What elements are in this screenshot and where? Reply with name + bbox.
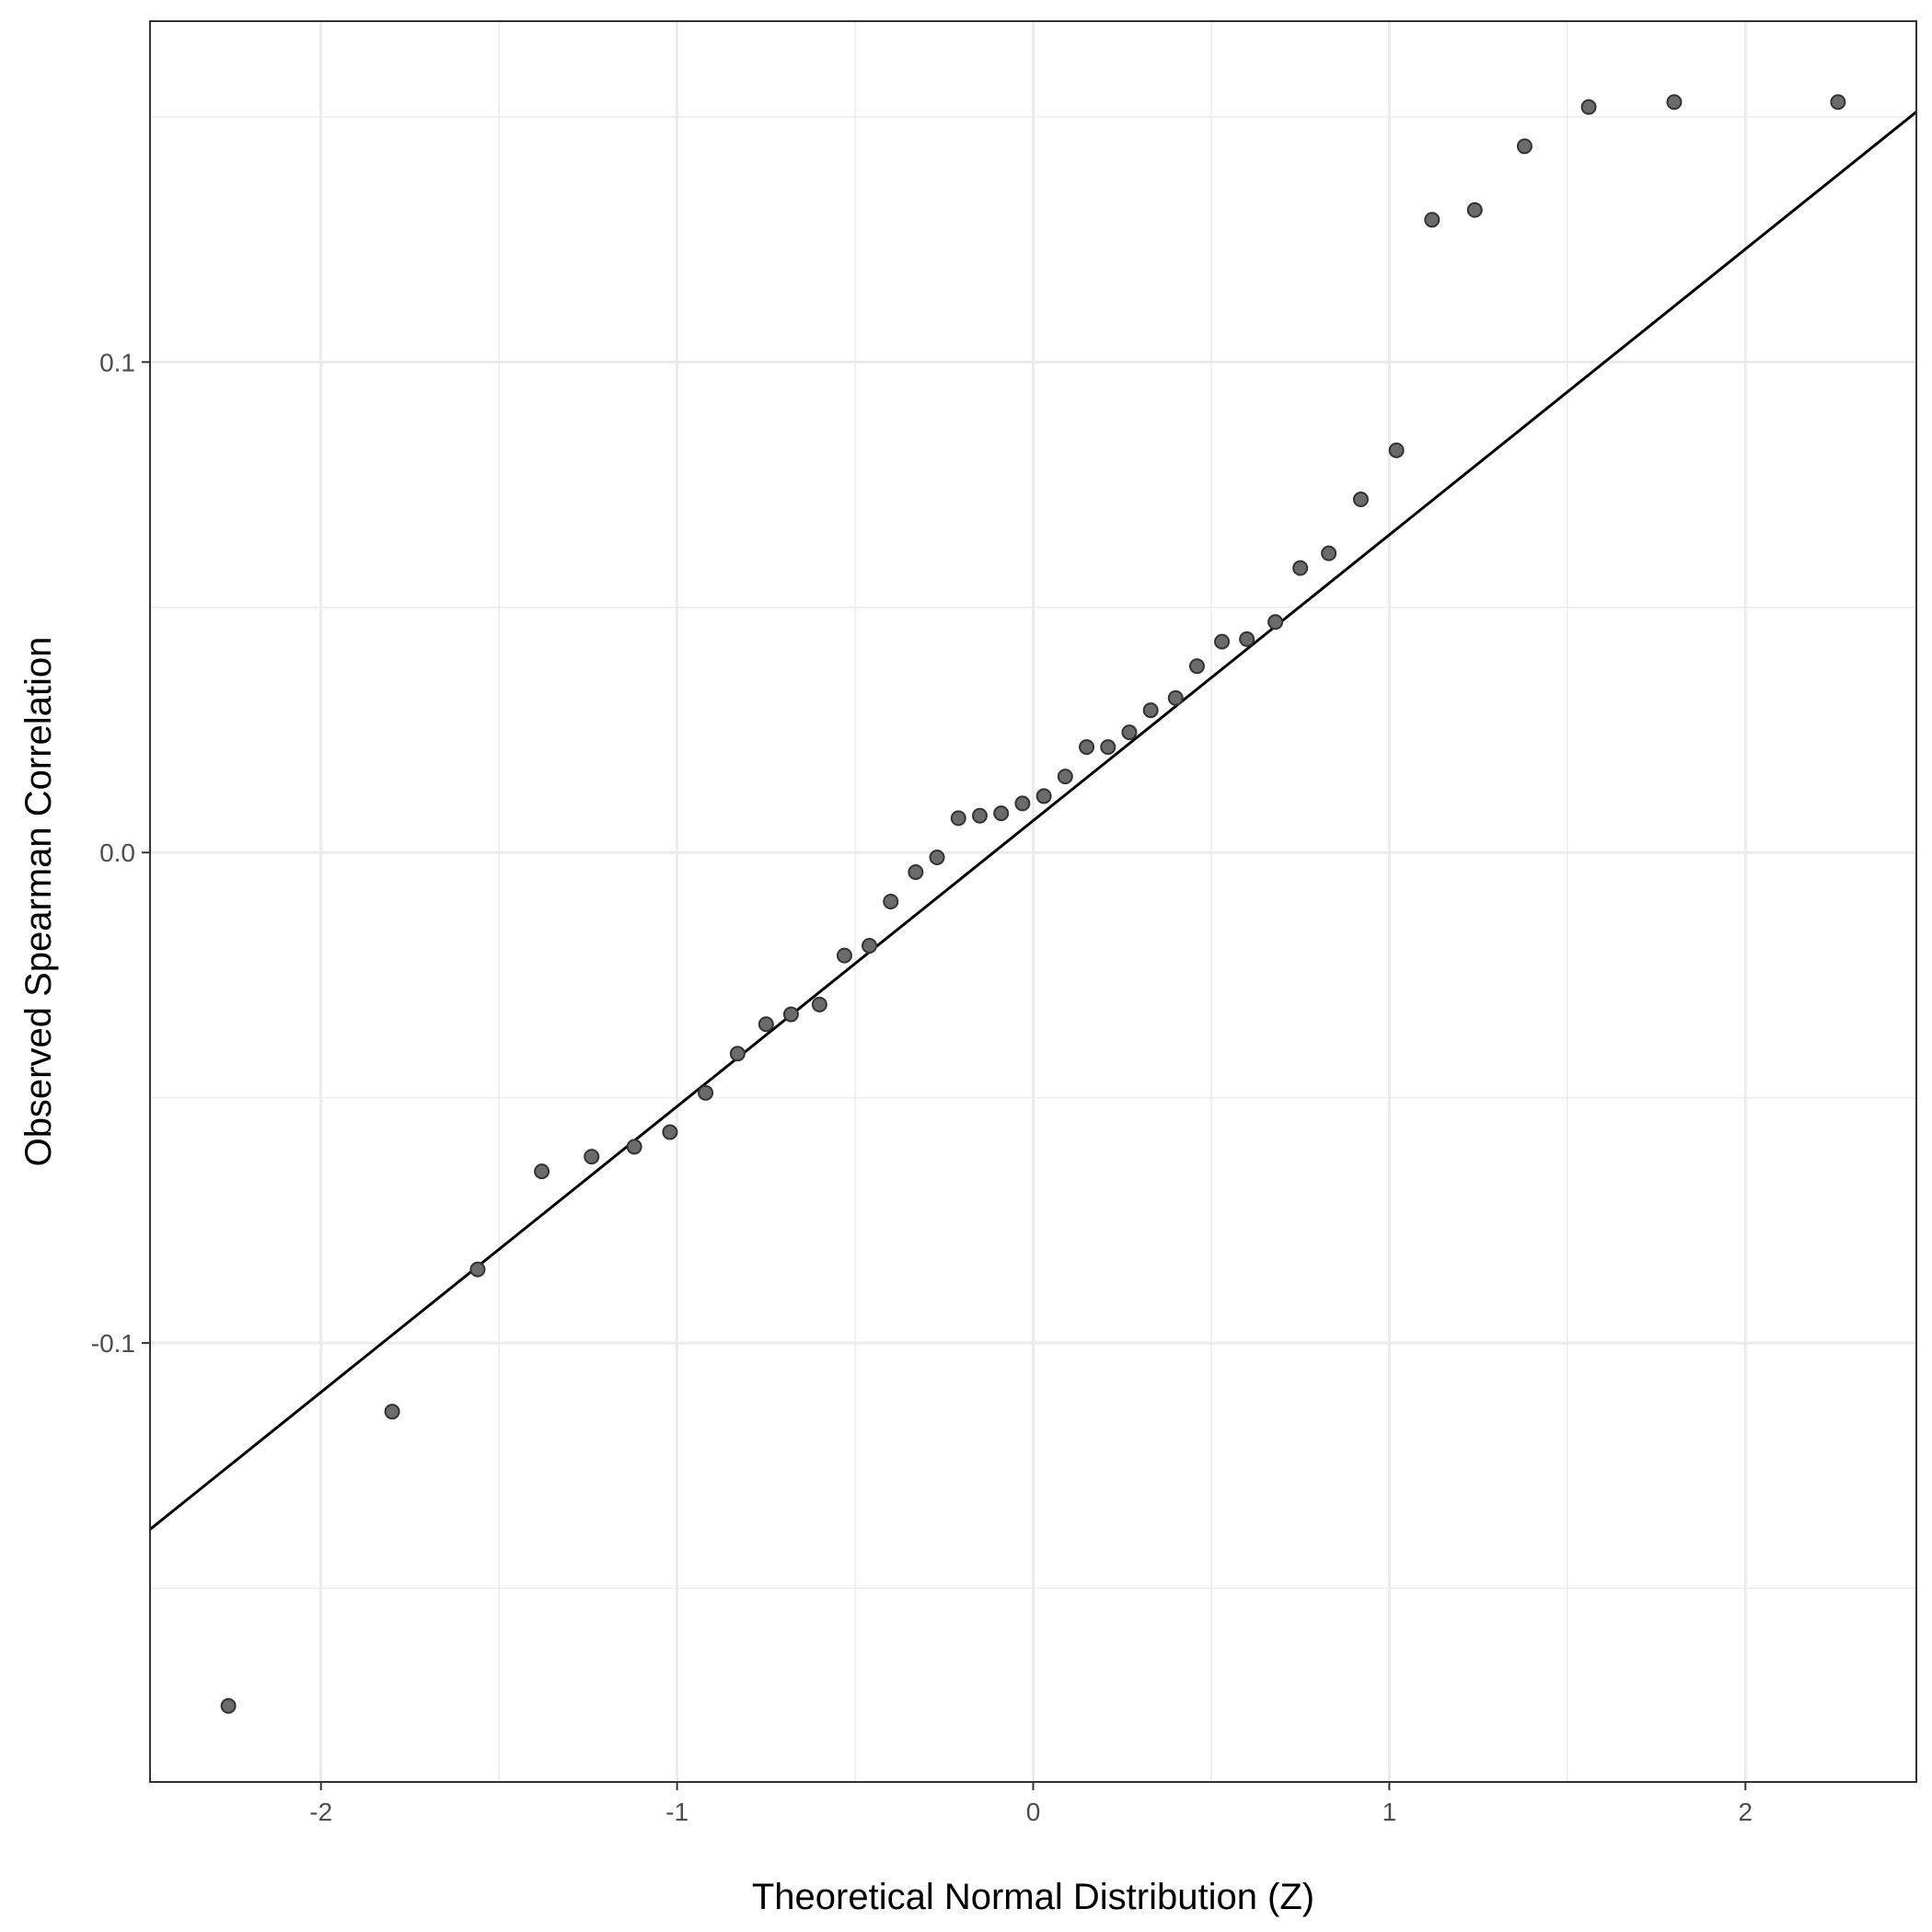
- data-point: [1214, 633, 1231, 650]
- data-point: [1388, 442, 1405, 458]
- y-tick-label: 0.0: [99, 839, 135, 867]
- x-tick-label: -2: [309, 1798, 332, 1826]
- data-point: [862, 937, 878, 954]
- data-point: [1100, 739, 1116, 756]
- data-point: [1424, 212, 1440, 228]
- data-points: [220, 94, 1846, 1714]
- data-point: [1580, 98, 1597, 115]
- x-axis-ticks: -2 -1 0 1 2: [309, 1782, 1753, 1826]
- y-axis-title: Observed Spearman Correlation: [18, 637, 59, 1167]
- data-point: [626, 1139, 642, 1155]
- data-point: [662, 1124, 678, 1140]
- data-point: [1352, 492, 1369, 508]
- data-point: [1830, 94, 1846, 110]
- data-point: [1188, 658, 1205, 675]
- data-point: [782, 1006, 799, 1023]
- data-point: [1014, 795, 1031, 812]
- data-point: [534, 1163, 550, 1180]
- data-point: [1321, 545, 1337, 561]
- data-point: [836, 947, 852, 964]
- data-point: [1035, 788, 1052, 804]
- data-point: [1057, 769, 1073, 785]
- data-point: [883, 894, 899, 909]
- y-tick-label: -0.1: [91, 1329, 135, 1358]
- y-axis-ticks: -0.1 0.0 0.1: [91, 348, 150, 1358]
- data-point: [1466, 202, 1483, 218]
- data-point: [1079, 739, 1095, 756]
- data-point: [698, 1084, 714, 1101]
- data-point: [993, 805, 1010, 822]
- x-tick-label: 2: [1739, 1798, 1753, 1826]
- x-tick-label: 0: [1026, 1798, 1041, 1826]
- data-point: [1267, 614, 1284, 631]
- y-tick-label: 0.1: [99, 348, 135, 376]
- data-point: [1142, 702, 1159, 719]
- x-tick-label: -1: [665, 1798, 688, 1826]
- x-tick-label: 1: [1382, 1798, 1397, 1826]
- data-point: [929, 850, 945, 866]
- data-point: [971, 807, 988, 824]
- data-point: [584, 1149, 600, 1165]
- data-point: [1666, 94, 1683, 110]
- data-point: [811, 996, 827, 1012]
- data-point: [220, 1697, 237, 1714]
- data-point: [758, 1016, 774, 1033]
- x-axis-title: Theoretical Normal Distribution (Z): [752, 1877, 1314, 1917]
- data-point: [729, 1046, 746, 1062]
- data-point: [1167, 689, 1184, 706]
- data-point: [469, 1261, 486, 1278]
- data-point: [1516, 138, 1533, 155]
- reference-line: [149, 110, 1917, 1531]
- data-point: [1292, 560, 1309, 576]
- data-point: [1239, 631, 1255, 647]
- data-point: [1121, 724, 1138, 741]
- major-grid: [150, 21, 1916, 1782]
- data-point: [908, 864, 924, 881]
- data-point: [384, 1404, 400, 1420]
- data-point: [950, 810, 966, 827]
